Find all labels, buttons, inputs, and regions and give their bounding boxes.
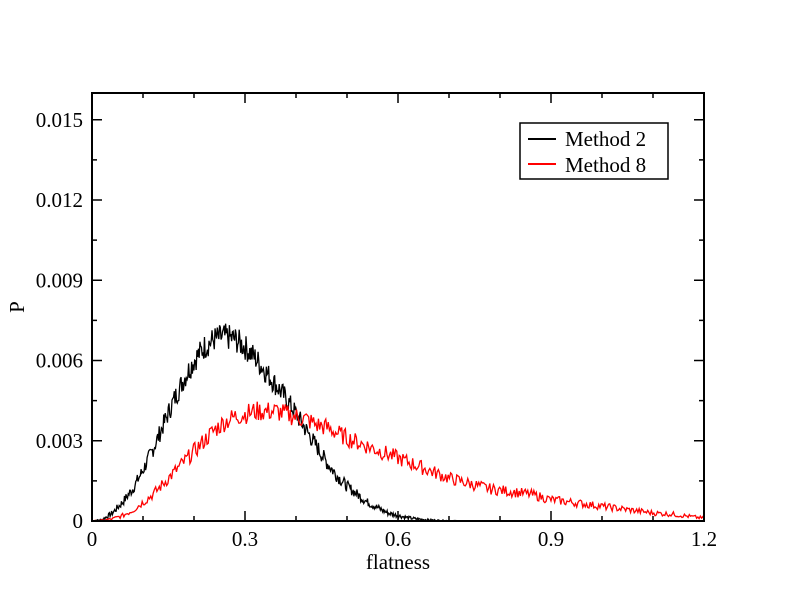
y-tick-label: 0.009: [36, 268, 83, 292]
x-tick-label: 0.3: [232, 527, 258, 551]
series-line-method-8: [92, 401, 705, 522]
y-tick-label: 0.006: [36, 349, 83, 373]
series-line-method-2: [91, 323, 470, 522]
y-tick-label: 0.015: [36, 108, 83, 132]
y-tick-label: 0.003: [36, 429, 83, 453]
x-tick-label: 0: [87, 527, 98, 551]
axis-ticks: [91, 93, 705, 522]
legend-box: [519, 122, 669, 180]
plot-lines: [91, 323, 705, 522]
x-tick-label: 0.6: [385, 527, 411, 551]
y-axis-label: P: [5, 301, 29, 313]
x-axis-label: flatness: [366, 550, 430, 574]
legend-label-method-2: Method 2: [565, 127, 646, 151]
x-tick-label: 1.2: [691, 527, 717, 551]
legend: Method 2 Method 8: [519, 122, 669, 180]
x-tick-label: 0.9: [538, 527, 564, 551]
legend-label-method-8: Method 8: [565, 153, 646, 177]
y-tick-label: 0.012: [36, 188, 83, 212]
y-tick-label: 0: [73, 509, 84, 533]
tick-labels: 0 0.3 0.6 0.9 1.2 0 0.003 0.006 0.009 0.012 0.015: [36, 108, 717, 551]
